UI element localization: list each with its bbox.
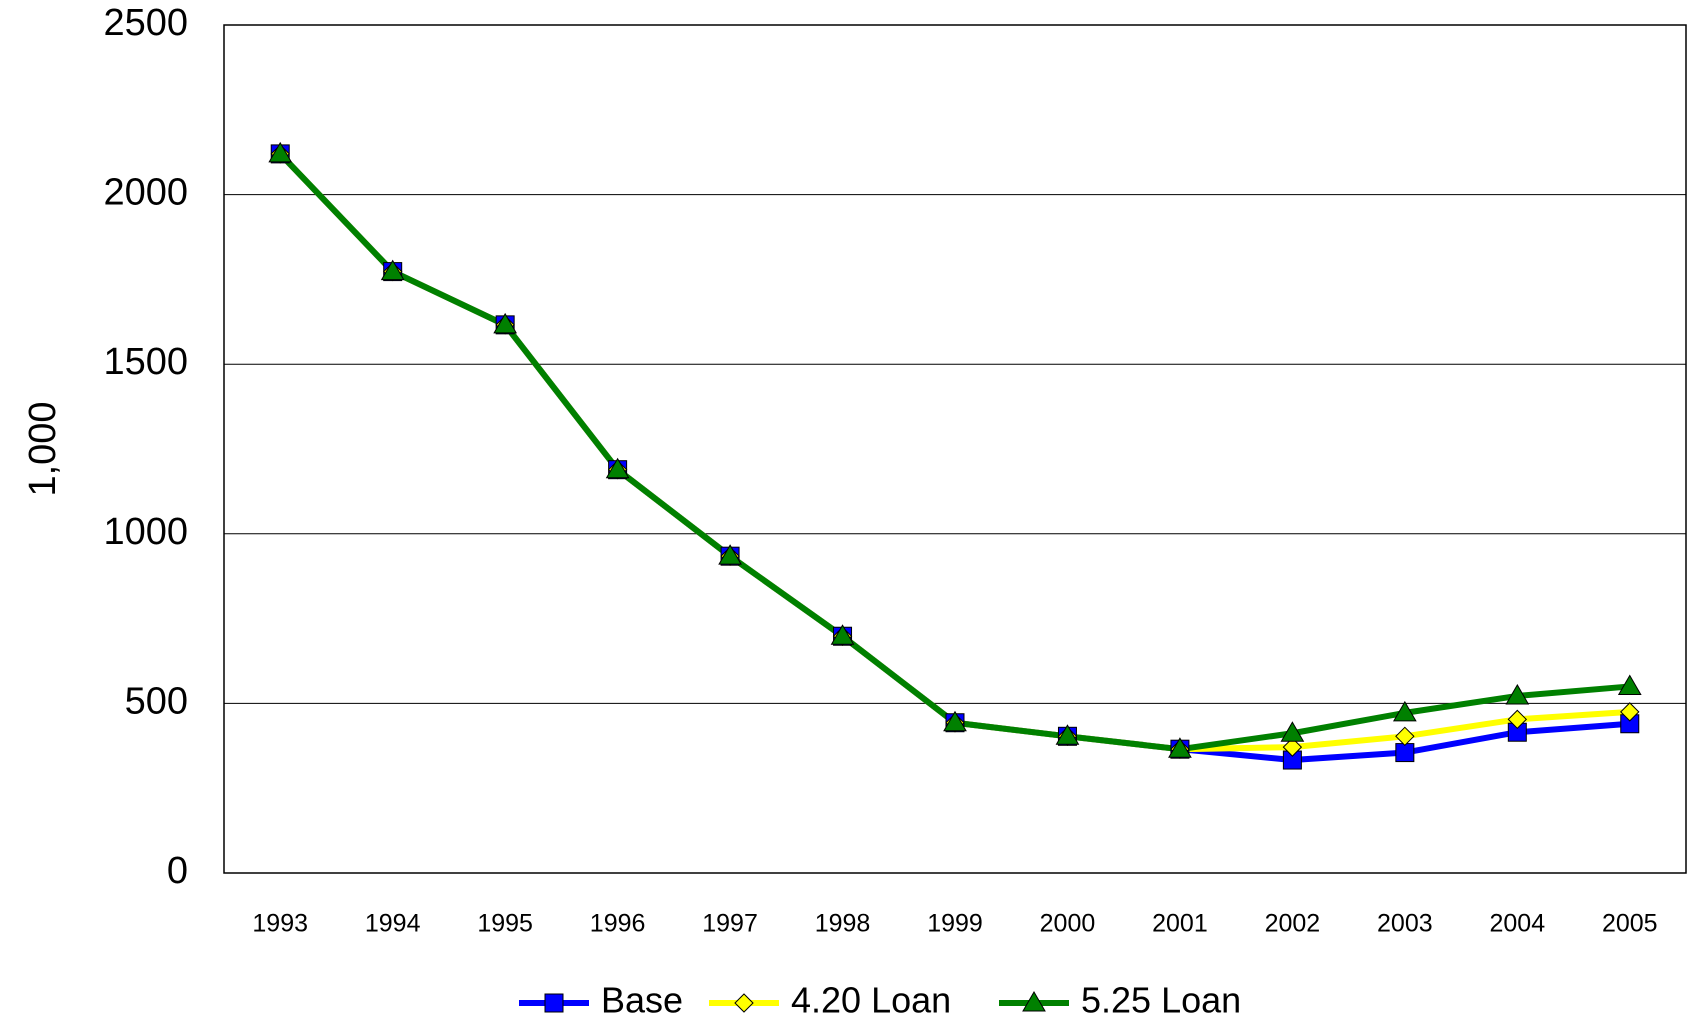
y-tick-label: 1500 [103, 341, 188, 383]
data-point [1280, 721, 1305, 742]
x-tick-label: 1998 [815, 910, 871, 938]
x-tick-label: 1995 [477, 910, 533, 938]
legend-label: 4.20 Loan [791, 980, 951, 1021]
data-point [1282, 737, 1303, 757]
x-tick-label: 1999 [927, 910, 983, 938]
data-point [1395, 743, 1415, 763]
legend-label: Base [601, 980, 683, 1021]
plot-area [223, 24, 1687, 874]
data-point [380, 259, 405, 281]
data-point [1392, 700, 1417, 722]
y-tick-label: 2500 [103, 2, 188, 44]
y-tick-label: 1000 [103, 511, 188, 553]
data-point [1507, 709, 1528, 730]
x-tick-label: 2004 [1489, 910, 1545, 938]
x-tick-label: 1993 [252, 910, 308, 938]
x-tick-label: 1996 [590, 910, 646, 938]
data-point [830, 624, 855, 645]
data-point [943, 710, 967, 732]
x-tick-label: 2001 [1152, 910, 1208, 938]
data-point [1505, 683, 1530, 705]
data-point [268, 141, 293, 163]
x-tick-label: 2000 [1040, 910, 1096, 938]
x-tick-label: 1997 [702, 910, 758, 938]
y-tick-label: 500 [125, 680, 188, 722]
x-tick-label: 1994 [365, 910, 421, 938]
x-tick-label: 2003 [1377, 910, 1433, 938]
data-point [1395, 726, 1415, 747]
legend-marker [734, 993, 754, 1013]
y-tick-label: 2000 [103, 172, 188, 214]
data-point [1168, 737, 1192, 758]
y-tick-label: 0 [167, 850, 188, 892]
data-point [1617, 674, 1642, 695]
x-tick-label: 2002 [1265, 910, 1321, 938]
legend-label: 5.25 Loan [1081, 980, 1241, 1021]
data-point [1620, 702, 1640, 722]
data-point [605, 457, 630, 479]
data-point [493, 312, 518, 334]
data-point [718, 544, 742, 565]
data-point [1055, 724, 1080, 745]
x-tick-label: 2005 [1602, 910, 1658, 938]
y-axis-label: 1,000 [22, 401, 64, 496]
legend-marker [1022, 991, 1046, 1012]
legend-marker [544, 993, 564, 1013]
